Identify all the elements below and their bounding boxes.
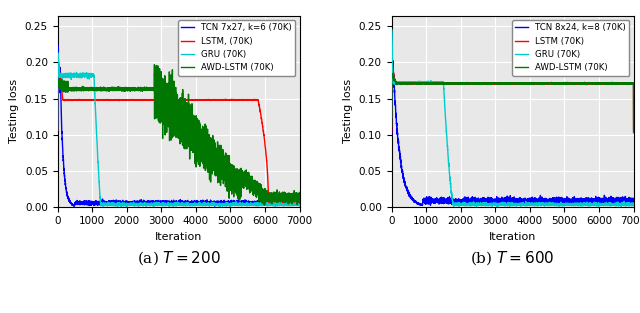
X-axis label: Iteration: Iteration	[155, 232, 202, 242]
Y-axis label: Testing loss: Testing loss	[9, 79, 19, 143]
AWD-LSTM (70K)	[218, 167, 225, 171]
TCN 7x27, k=6 (70K)	[296, 203, 303, 206]
TCN 8x24, k=8 (70K)	[472, 204, 479, 208]
AWD-LSTM (70K)	[388, 125, 396, 129]
TCN 8x24, k=8 (70K)	[552, 200, 559, 203]
LSTM (70K)	[388, 58, 396, 62]
TCN 7x27, k=6 (70K)	[54, 44, 61, 48]
LSTM (70K)	[552, 82, 559, 86]
Text: (b) $T = 600$: (b) $T = 600$	[470, 249, 555, 267]
AWD-LSTM (70K)	[484, 82, 492, 85]
TCN 8x24, k=8 (70K)	[484, 198, 492, 202]
Text: (a) $T = 200$: (a) $T = 200$	[137, 249, 221, 267]
GRU (70K)	[54, 128, 61, 132]
Legend: TCN 8x24, k=8 (70K), LSTM (70K), GRU (70K), AWD-LSTM (70K): TCN 8x24, k=8 (70K), LSTM (70K), GRU (70…	[512, 20, 629, 76]
GRU (70K)	[117, 201, 125, 205]
AWD-LSTM (70K)	[117, 87, 125, 90]
TCN 7x27, k=6 (70K)	[67, 201, 74, 204]
LSTM, (70K)	[145, 98, 153, 102]
AWD-LSTM (70K)	[401, 82, 408, 85]
GRU (70K)	[150, 204, 157, 208]
GRU (70K)	[388, 115, 396, 119]
LSTM (70K)	[451, 82, 459, 86]
Line: TCN 8x24, k=8 (70K): TCN 8x24, k=8 (70K)	[392, 60, 634, 206]
TCN 7x27, k=6 (70K)	[54, 126, 61, 130]
LSTM, (70K)	[171, 98, 179, 102]
GRU (70K)	[296, 203, 303, 207]
Line: GRU (70K): GRU (70K)	[392, 29, 634, 206]
X-axis label: Iteration: Iteration	[489, 232, 536, 242]
LSTM (70K)	[505, 82, 513, 86]
GRU (70K)	[171, 202, 179, 206]
TCN 8x24, k=8 (70K)	[630, 200, 637, 204]
TCN 8x24, k=8 (70K)	[479, 200, 487, 204]
GRU (70K)	[54, 51, 61, 55]
TCN 7x27, k=6 (70K)	[171, 200, 179, 204]
AWD-LSTM (70K)	[479, 82, 487, 85]
AWD-LSTM (70K)	[67, 86, 74, 90]
TCN 8x24, k=8 (70K)	[388, 135, 396, 139]
TCN 7x27, k=6 (70K)	[218, 202, 225, 206]
TCN 8x24, k=8 (70K)	[401, 179, 408, 183]
LSTM, (70K)	[285, 204, 292, 208]
TCN 7x27, k=6 (70K)	[145, 202, 153, 206]
TCN 8x24, k=8 (70K)	[451, 198, 459, 202]
AWD-LSTM (70K)	[145, 88, 153, 91]
GRU (70K)	[630, 203, 637, 207]
AWD-LSTM (70K)	[388, 71, 396, 75]
LSTM, (70K)	[117, 98, 125, 102]
AWD-LSTM (70K)	[150, 63, 158, 66]
GRU (70K)	[145, 203, 153, 207]
LSTM (70K)	[401, 82, 408, 86]
Line: GRU (70K): GRU (70K)	[58, 53, 300, 207]
AWD-LSTM (70K)	[630, 131, 637, 135]
AWD-LSTM (70K)	[552, 81, 559, 85]
Line: AWD-LSTM (70K): AWD-LSTM (70K)	[392, 73, 634, 133]
Legend: TCN 7x27, k=6 (70K), LSTM, (70K), GRU (70K), AWD-LSTM (70K): TCN 7x27, k=6 (70K), LSTM, (70K), GRU (7…	[178, 20, 295, 76]
GRU (70K)	[388, 28, 396, 31]
GRU (70K)	[218, 203, 225, 206]
GRU (70K)	[67, 76, 74, 80]
Line: TCN 7x27, k=6 (70K): TCN 7x27, k=6 (70K)	[58, 46, 300, 206]
TCN 7x27, k=6 (70K)	[211, 204, 218, 208]
LSTM (70K)	[388, 131, 396, 135]
TCN 7x27, k=6 (70K)	[117, 202, 125, 205]
GRU (70K)	[493, 204, 501, 208]
GRU (70K)	[118, 205, 125, 208]
Line: AWD-LSTM (70K): AWD-LSTM (70K)	[58, 64, 300, 205]
Y-axis label: Testing loss: Testing loss	[343, 79, 353, 143]
LSTM, (70K)	[54, 129, 61, 133]
AWD-LSTM (70K)	[171, 120, 179, 124]
AWD-LSTM (70K)	[150, 87, 157, 90]
TCN 7x27, k=6 (70K)	[150, 202, 157, 206]
LSTM, (70K)	[296, 202, 303, 206]
Line: LSTM, (70K): LSTM, (70K)	[58, 56, 300, 206]
AWD-LSTM (70K)	[260, 203, 268, 207]
TCN 8x24, k=8 (70K)	[388, 59, 396, 62]
LSTM (70K)	[479, 82, 487, 86]
AWD-LSTM (70K)	[54, 83, 61, 86]
LSTM (70K)	[630, 128, 637, 132]
LSTM (70K)	[484, 82, 492, 86]
GRU (70K)	[484, 203, 492, 206]
LSTM, (70K)	[67, 98, 74, 102]
AWD-LSTM (70K)	[505, 82, 513, 85]
LSTM, (70K)	[150, 98, 157, 102]
GRU (70K)	[451, 203, 459, 207]
GRU (70K)	[505, 203, 513, 207]
LSTM, (70K)	[218, 98, 225, 102]
GRU (70K)	[401, 80, 408, 84]
GRU (70K)	[479, 201, 487, 205]
LSTM, (70K)	[54, 54, 61, 58]
AWD-LSTM (70K)	[296, 196, 303, 200]
AWD-LSTM (70K)	[451, 81, 459, 85]
Line: LSTM (70K): LSTM (70K)	[392, 60, 634, 133]
TCN 8x24, k=8 (70K)	[505, 201, 513, 204]
GRU (70K)	[552, 202, 559, 206]
